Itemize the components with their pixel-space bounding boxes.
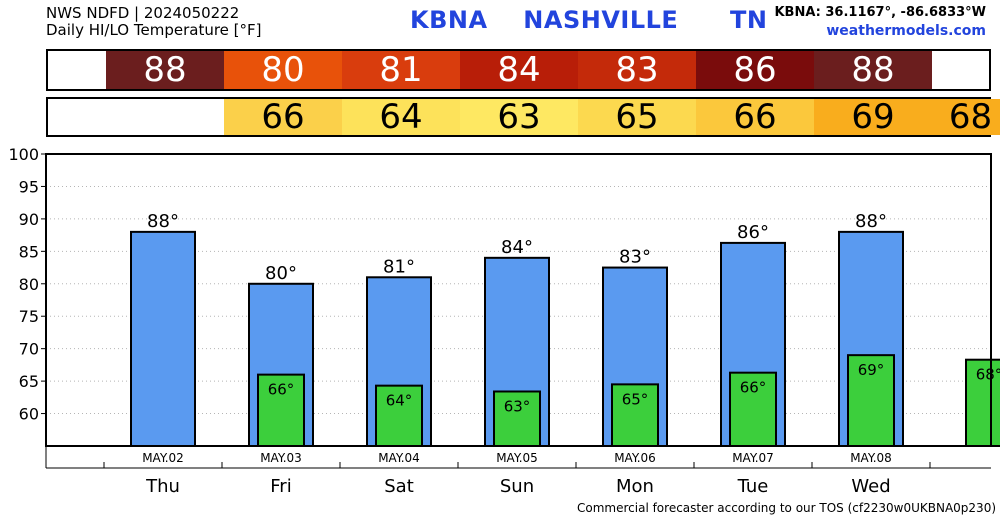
- lo-strip-cell: [48, 99, 224, 135]
- lo-bar-label: 66°: [740, 379, 767, 397]
- lo-bar-label: 66°: [268, 381, 295, 399]
- footer-note: Commercial forecaster according to our T…: [577, 501, 997, 515]
- x-day-label: Fri: [270, 476, 291, 497]
- hi-bar-label: 83°: [619, 247, 651, 268]
- x-date-label: MAY.08: [850, 451, 892, 465]
- lo-strip-cell: 69: [814, 97, 932, 137]
- product-title: NWS NDFD | 2024050222: [46, 4, 240, 22]
- y-tick-label: 75: [19, 307, 39, 326]
- hi-bar-label: 88°: [147, 211, 179, 232]
- y-tick-label: 100: [8, 145, 39, 164]
- x-date-label: MAY.05: [496, 451, 538, 465]
- lo-bar-label: 63°: [504, 397, 531, 415]
- hi-strip-cell: 80: [224, 50, 342, 90]
- hi-bar-label: 86°: [737, 222, 769, 243]
- lo-temperature-strip: 66 64 63 65 66 69 68: [46, 97, 1000, 137]
- y-tick-label: 90: [19, 210, 39, 229]
- x-date-label: MAY.02: [142, 451, 184, 465]
- x-date-label: MAY.03: [260, 451, 302, 465]
- x-day-label: Thu: [145, 476, 180, 497]
- hi-strip-cell: 86: [696, 50, 814, 90]
- hi-bar: [130, 230, 196, 447]
- site-link[interactable]: weathermodels.com: [826, 23, 986, 39]
- station-heading: KBNA NASHVILLE TN: [410, 6, 767, 34]
- hi-strip-cell: 83: [578, 50, 696, 90]
- lo-bar: [611, 383, 659, 448]
- lo-bar: [257, 373, 305, 447]
- lo-bar-label: 68°: [976, 366, 1000, 384]
- plot-frame: [45, 153, 992, 447]
- hi-strip-cell: [932, 51, 989, 89]
- lo-strip-cell: 64: [342, 97, 460, 137]
- y-tick-label: 80: [19, 275, 39, 294]
- station-state: TN: [730, 6, 768, 34]
- lo-bar-label: 64°: [386, 392, 413, 410]
- station-coordinates: KBNA: 36.1167°, -86.6833°W: [774, 5, 986, 20]
- y-tick-label: 60: [19, 405, 39, 424]
- lo-bar-label: 65°: [622, 390, 649, 408]
- y-tick-label: 85: [19, 242, 39, 261]
- lo-strip-cell: 68: [932, 97, 1000, 137]
- hi-temperature-strip: 88 80 81 84 83 86 88: [46, 49, 991, 91]
- station-name: NASHVILLE: [523, 6, 679, 34]
- x-date-label: MAY.04: [378, 451, 420, 465]
- x-day-label: Sun: [500, 476, 534, 497]
- hi-strip-cell: 81: [342, 50, 460, 90]
- hi-bar-label: 84°: [501, 237, 533, 258]
- x-day-label: Tue: [737, 476, 769, 497]
- hi-bar-label: 80°: [265, 263, 297, 284]
- y-tick-label: 70: [19, 340, 39, 359]
- hi-strip-cell: 84: [460, 50, 578, 90]
- lo-strip-cell: 63: [460, 97, 578, 137]
- y-tick-label: 65: [19, 372, 39, 391]
- x-date-label: MAY.06: [614, 451, 656, 465]
- x-day-label: Sat: [384, 476, 414, 497]
- hi-strip-cell: [48, 51, 106, 89]
- station-id: KBNA: [410, 6, 488, 34]
- hi-bar-label: 81°: [383, 256, 415, 277]
- x-day-label: Wed: [851, 476, 890, 497]
- lo-bar-label: 69°: [858, 361, 885, 379]
- lo-bar: [493, 390, 541, 448]
- chart-subtitle: Daily HI/LO Temperature [°F]: [46, 21, 262, 39]
- hi-strip-cell: 88: [814, 50, 932, 90]
- hi-strip-cell: 88: [106, 50, 224, 90]
- x-date-label: MAY.07: [732, 451, 774, 465]
- lo-strip-cell: 65: [578, 97, 696, 137]
- lo-strip-cell: 66: [224, 97, 342, 137]
- lo-strip-cell: 66: [696, 97, 814, 137]
- x-day-label: Mon: [616, 476, 654, 497]
- hi-bar-label: 88°: [855, 211, 887, 232]
- y-tick-label: 95: [19, 177, 39, 196]
